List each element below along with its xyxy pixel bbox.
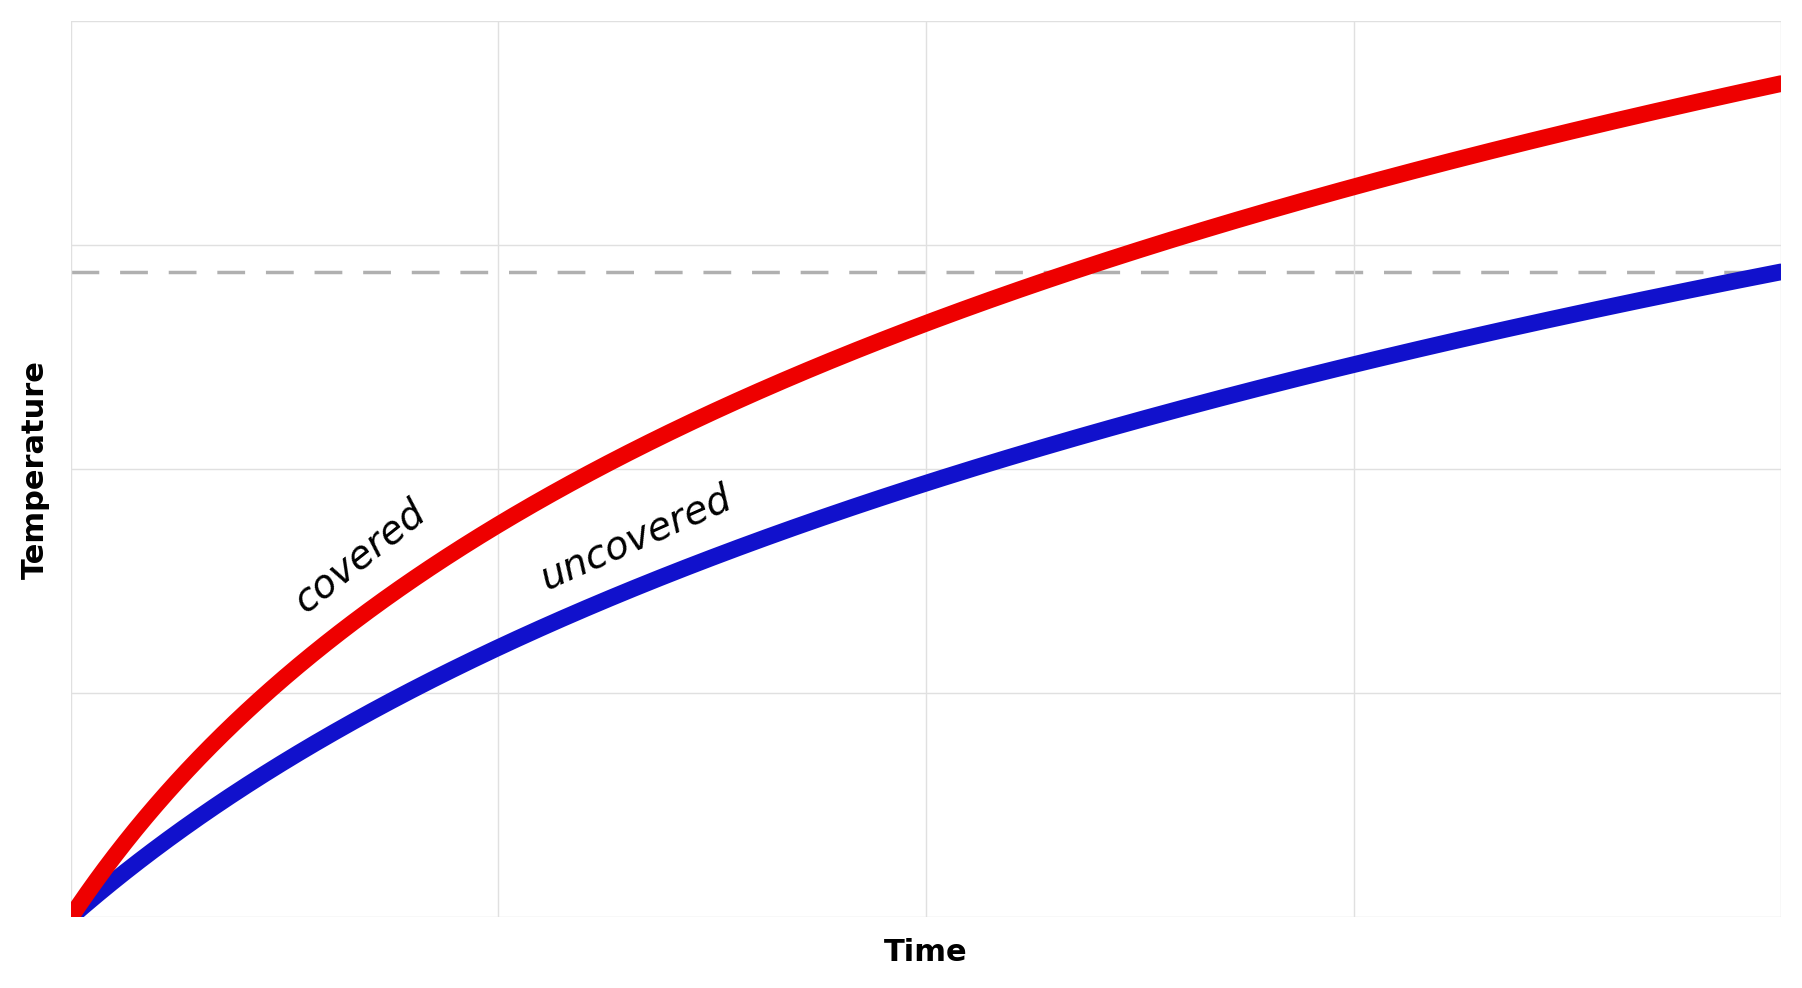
X-axis label: Time: Time [885,939,968,967]
Y-axis label: Temperature: Temperature [22,360,50,579]
Text: covered: covered [287,493,432,620]
Text: uncovered: uncovered [533,479,737,598]
